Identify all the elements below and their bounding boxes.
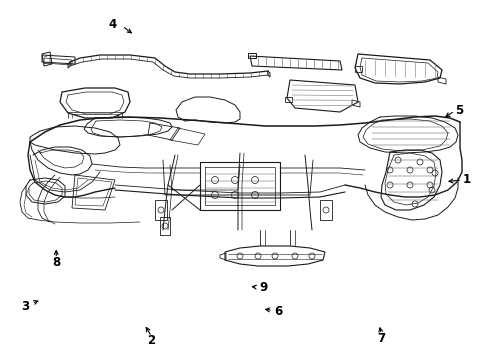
Text: 9: 9 xyxy=(259,281,266,294)
Text: 4: 4 xyxy=(108,18,116,31)
Text: 2: 2 xyxy=(147,334,155,347)
Text: 5: 5 xyxy=(455,104,463,117)
Text: 6: 6 xyxy=(274,305,282,318)
Text: 7: 7 xyxy=(377,332,385,345)
Text: 8: 8 xyxy=(52,256,60,269)
Text: 1: 1 xyxy=(462,174,470,186)
Text: 3: 3 xyxy=(21,300,29,312)
